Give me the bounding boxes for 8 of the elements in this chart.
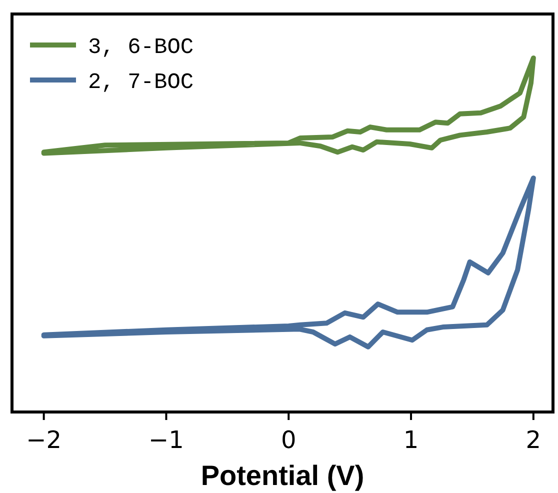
x-tick-label: 0 [280, 426, 296, 454]
x-tick-label: −1 [148, 426, 184, 454]
x-tick-label: 1 [403, 426, 419, 454]
legend-label: 3, 6-BOC [88, 35, 194, 60]
legend-label: 2, 7-BOC [88, 70, 194, 95]
x-tick-label: −2 [26, 426, 62, 454]
x-axis-title: Potential (V) [200, 460, 364, 491]
x-tick-label: 2 [526, 426, 542, 454]
